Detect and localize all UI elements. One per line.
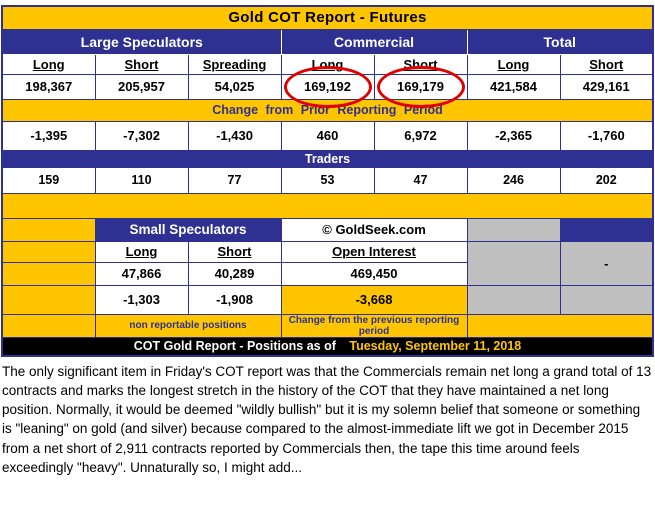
value-ls-spreading: 54,025 (187, 73, 282, 100)
gray-spacer-cell (466, 284, 561, 315)
traders-comm-long: 53 (280, 166, 375, 194)
gold-spacer-cell (1, 240, 96, 263)
change-total-short: -1,760 (559, 120, 654, 151)
ss-value-long: 47,866 (94, 261, 189, 286)
traders-ls-long: 159 (1, 166, 96, 194)
col-header-ls-long: Long (1, 53, 96, 75)
change-ls-short: -7,302 (94, 120, 189, 151)
gold-spacer-cell (1, 284, 96, 315)
commentary-text: The only significant item in Friday's CO… (2, 364, 652, 475)
value-ls-short: 205,957 (94, 73, 189, 100)
traders-total-long: 246 (466, 166, 561, 194)
value-total-short: 429,161 (559, 73, 654, 100)
goldseek-copyright: © GoldSeek.com (280, 217, 468, 242)
gold-separator (1, 192, 654, 219)
col-header-total-long: Long (466, 53, 561, 75)
traders-header: Traders (1, 149, 654, 168)
value-comm-long-text: 169,192 (304, 79, 351, 94)
change-comm-long: 460 (280, 120, 375, 151)
note-non-reportable: non reportable positions (94, 313, 282, 338)
open-interest-header: Open Interest (280, 240, 468, 263)
traders-comm-short: 47 (373, 166, 468, 194)
change-comm-short: 6,972 (373, 120, 468, 151)
group-header-commercial: Commercial (280, 28, 468, 55)
gray-spacer-cell (466, 240, 561, 286)
note-change-previous: Change from the previous reporting perio… (280, 313, 468, 338)
gold-spacer-cell (1, 217, 96, 242)
gold-spacer-cell (1, 313, 96, 338)
col-header-ls-spreading: Spreading (187, 53, 282, 75)
open-interest-value: 469,450 (280, 261, 468, 286)
col-header-comm-short: Short (373, 53, 468, 75)
dash-placeholder: - (559, 240, 654, 286)
traders-total-short: 202 (559, 166, 654, 194)
gold-spacer-cell (466, 313, 654, 338)
small-speculators-header: Small Speculators (94, 217, 282, 242)
change-total-long: -2,365 (466, 120, 561, 151)
ss-change-long: -1,303 (94, 284, 189, 315)
value-total-long: 421,584 (466, 73, 561, 100)
value-comm-short: 169,179 (373, 65, 468, 108)
open-interest-change: -3,668 (280, 284, 468, 315)
col-header-comm-long: Long (280, 53, 375, 75)
value-comm-short-text: 169,179 (397, 79, 444, 94)
change-period-header: Change from Prior Reporting Period (1, 98, 654, 122)
report-footer: COT Gold Report - Positions as of Tuesda… (1, 336, 654, 357)
traders-ls-short: 110 (94, 166, 189, 194)
group-header-large-speculators: Large Speculators (1, 28, 282, 55)
col-header-ls-short: Short (94, 53, 189, 75)
ss-col-header-long: Long (94, 240, 189, 263)
group-header-total: Total (466, 28, 654, 55)
value-comm-long: 169,192 (280, 65, 375, 108)
change-ls-spreading: -1,430 (187, 120, 282, 151)
ss-value-short: 40,289 (187, 261, 282, 286)
gold-spacer-cell (1, 261, 96, 286)
navy-spacer-cell (559, 217, 654, 242)
gray-spacer-cell (559, 284, 654, 315)
footer-label: COT Gold Report - Positions as of (133, 339, 336, 354)
value-ls-long: 198,367 (1, 73, 96, 100)
traders-ls-spreading: 77 (187, 166, 282, 194)
col-header-total-short: Short (559, 53, 654, 75)
gray-spacer-cell (466, 217, 561, 242)
report-title: Gold COT Report - Futures (1, 5, 654, 30)
ss-col-header-short: Short (187, 240, 282, 263)
cot-report-table: Gold COT Report - Futures Large Speculat… (1, 5, 654, 357)
footer-date: Tuesday, September 11, 2018 (349, 339, 522, 354)
ss-change-short: -1,908 (187, 284, 282, 315)
change-ls-long: -1,395 (1, 120, 96, 151)
